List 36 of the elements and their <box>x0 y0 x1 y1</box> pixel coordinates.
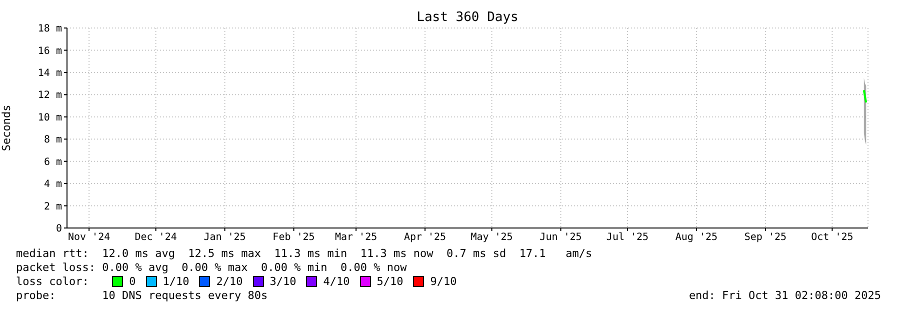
y-tick-label: 0 <box>56 224 62 235</box>
y-tick-label: 2 m <box>44 201 62 212</box>
y-tick-label: 8 m <box>44 134 62 146</box>
legend-label: 9/10 <box>430 275 457 288</box>
x-tick-label: Apr '25 <box>404 232 446 244</box>
text: probe: 10 DNS requests every 80s <box>16 289 268 302</box>
text: end: Fri Oct 31 02:08:00 2025 <box>688 289 881 302</box>
y-tick-label: 16 m <box>38 46 62 57</box>
x-tick-label: Dec '24 <box>134 232 177 244</box>
legend-label: 0 <box>129 275 136 288</box>
chart-title: Last 360 Days <box>416 10 520 25</box>
x-tick-label: Aug '25 <box>675 232 718 244</box>
y-tick-label: 14 m <box>38 68 62 79</box>
x-tick-label: Jun '25 <box>540 232 582 244</box>
x-tick-label: Nov '24 <box>68 232 110 244</box>
y-tick-label: 4 m <box>44 179 62 190</box>
legend-label: 1/10 <box>162 275 190 288</box>
y-tick-label: 12 m <box>38 90 62 102</box>
text: median rtt: 12.0 ms avg 12.5 ms max 11.3 ms min 11.3 ms now 0.7 ms sd 17.1 am/s <box>16 247 592 260</box>
legend-label: 5/10 <box>376 275 404 288</box>
x-tick-label: Mar '25 <box>334 232 378 244</box>
legend-label: 2/10 <box>216 275 243 288</box>
x-tick-label: May '25 <box>470 232 513 244</box>
x-tick-label: Jul '25 <box>606 232 649 244</box>
text: packet loss: 0.00 % avg 0.00 % max 0.00 % min 0.00 % now <box>16 261 407 274</box>
y-tick-label: 6 m <box>44 156 62 168</box>
x-tick-label: Oct '25 <box>811 232 854 244</box>
x-tick-label: Sep '25 <box>744 232 787 244</box>
legend-label: 4/10 <box>323 275 350 288</box>
y-axis-title: Seconds <box>0 104 13 152</box>
x-tick-label: Feb '25 <box>272 232 315 244</box>
legend-label: 3/10 <box>270 275 296 288</box>
y-tick-label: 10 m <box>38 112 62 124</box>
y-tick-label: 18 m <box>38 24 62 35</box>
x-tick-label: Jan '25 <box>204 232 246 244</box>
legend-title: loss color: <box>16 275 90 288</box>
